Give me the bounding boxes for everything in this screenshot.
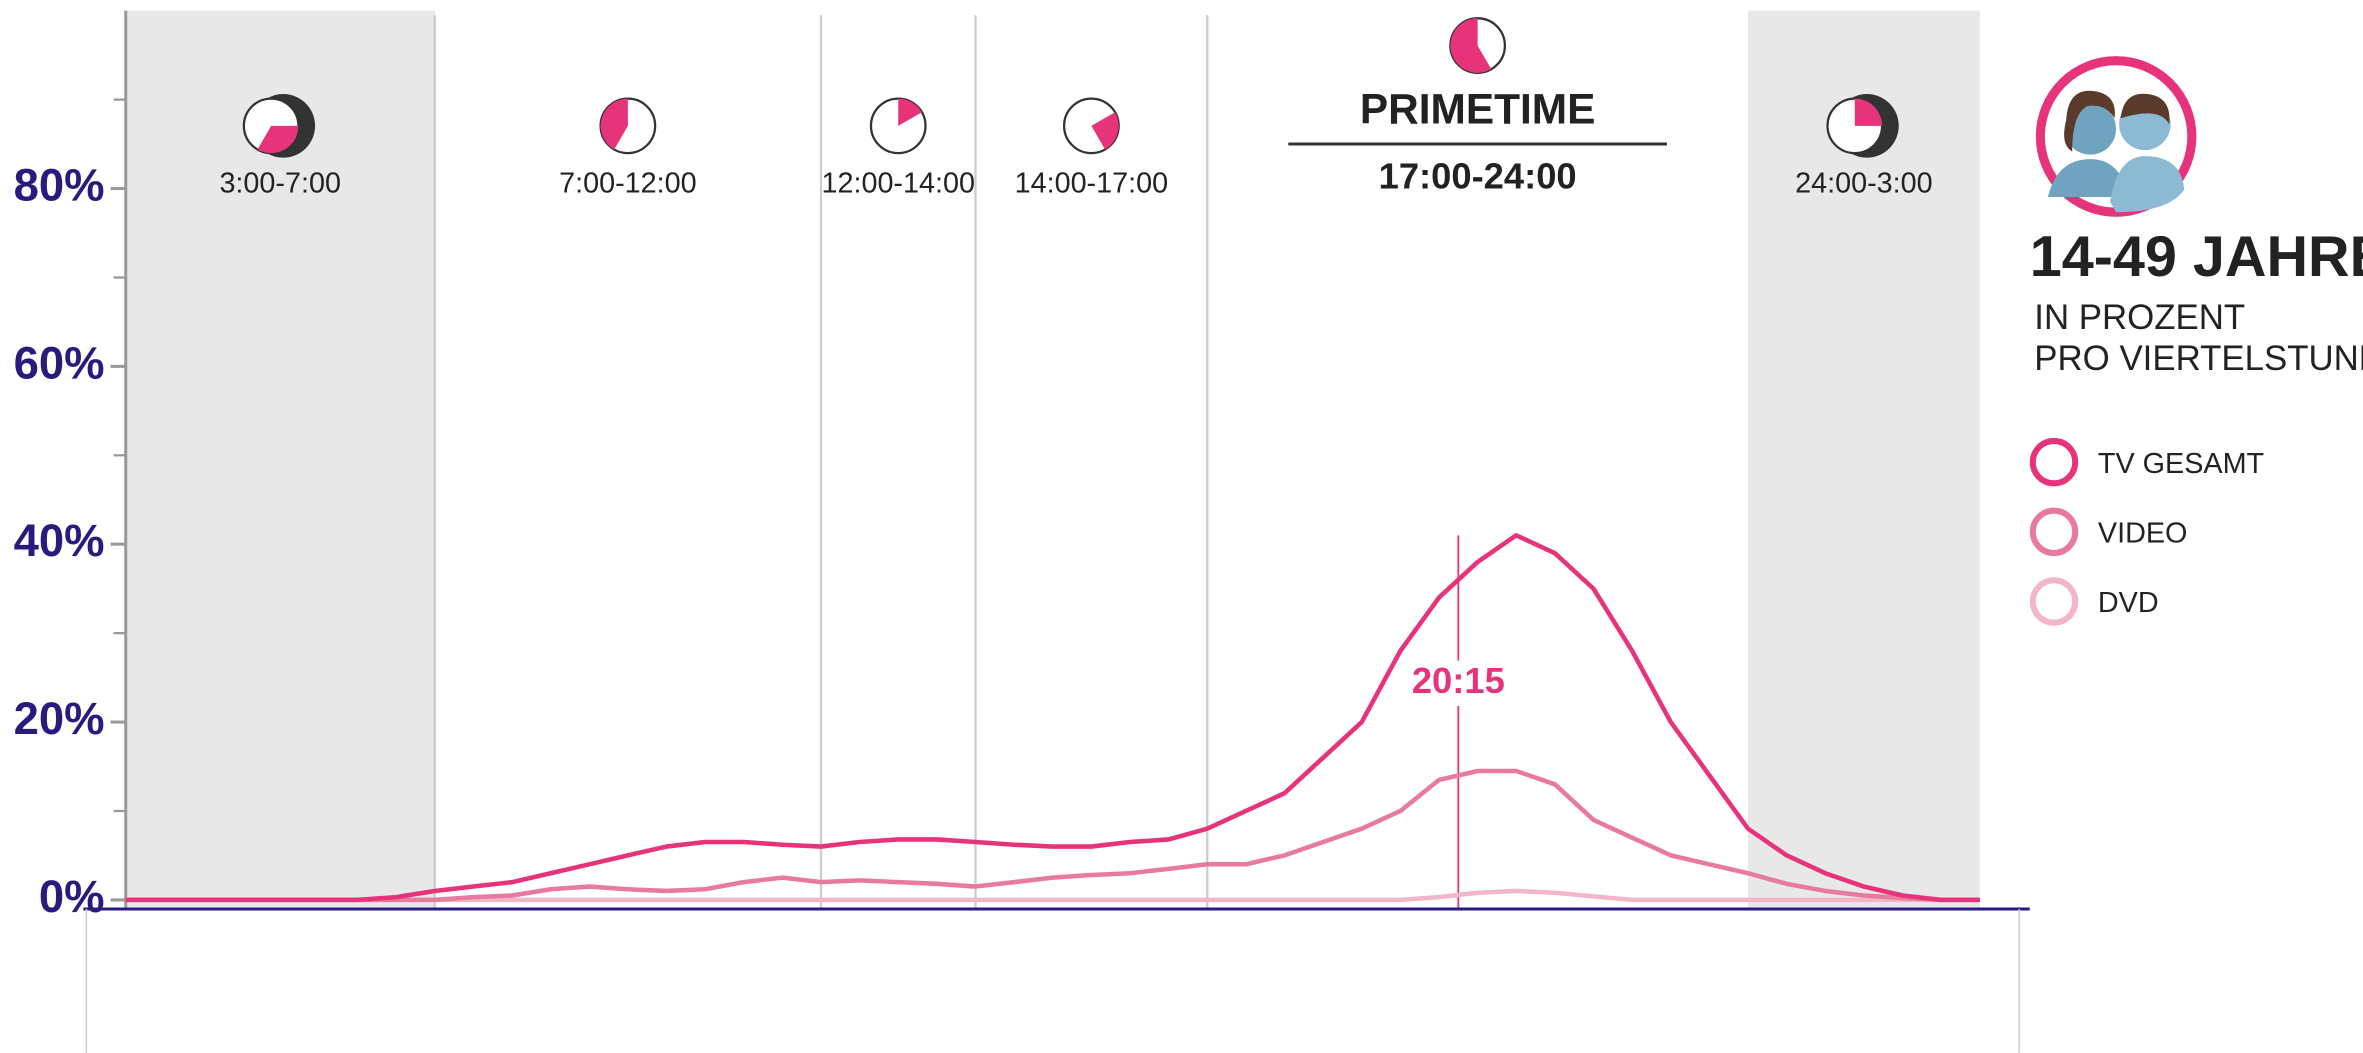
legend-label: DVD [2098,587,2159,619]
legend-swatch [2029,437,2079,487]
band-label: 14:00-17:00 [1015,168,1169,200]
clock-icon [1826,94,1899,158]
chart-subtitle: IN PROZENT [2034,298,2245,337]
legend-label: VIDEO [2098,517,2188,549]
annotation-bg [1409,660,1507,706]
clock-icon [242,94,316,158]
legend-swatch [2029,577,2079,626]
clock-icon [599,97,657,155]
avatar [2035,56,2197,217]
clock-wedge [1091,112,1119,150]
band-label: 17:00-24:00 [1379,155,1577,196]
band-shade [1748,10,1980,909]
clock-wedge [898,98,922,126]
y-tick-label: 60% [14,337,105,388]
clock-wedge [257,125,299,154]
band-label: 24:00-3:00 [1795,168,1933,200]
band-label: 12:00-14:00 [821,168,975,200]
clock-icon [1062,97,1120,155]
band-label: 7:00-12:00 [559,168,697,200]
bands [125,10,1980,909]
clock-icon [869,97,927,155]
legend-label: TV GESAMT [2098,448,2264,480]
chart-title: 14-49 JAHRE [2030,225,2363,289]
y-tick-label: 0% [39,871,105,922]
y-tick-label: 80% [14,160,105,211]
band-label: 3:00-7:00 [219,168,341,200]
chart-subtitle: PRO VIERTELSTUNDE [2034,339,2363,378]
y-tick-label: 20% [14,693,105,744]
band-shade [125,10,435,909]
annotation-label: 20:15 [1412,660,1505,701]
series-line [125,768,1980,903]
clock-wedge [1854,98,1883,126]
y-tick-label: 40% [14,515,105,566]
series-line [125,533,1980,903]
clock-wedge [1450,18,1492,73]
legend-swatch [2029,507,2079,557]
clock-icon [1449,17,1507,74]
clock-wedge [600,98,628,150]
band-title: PRIMETIME [1360,85,1596,132]
